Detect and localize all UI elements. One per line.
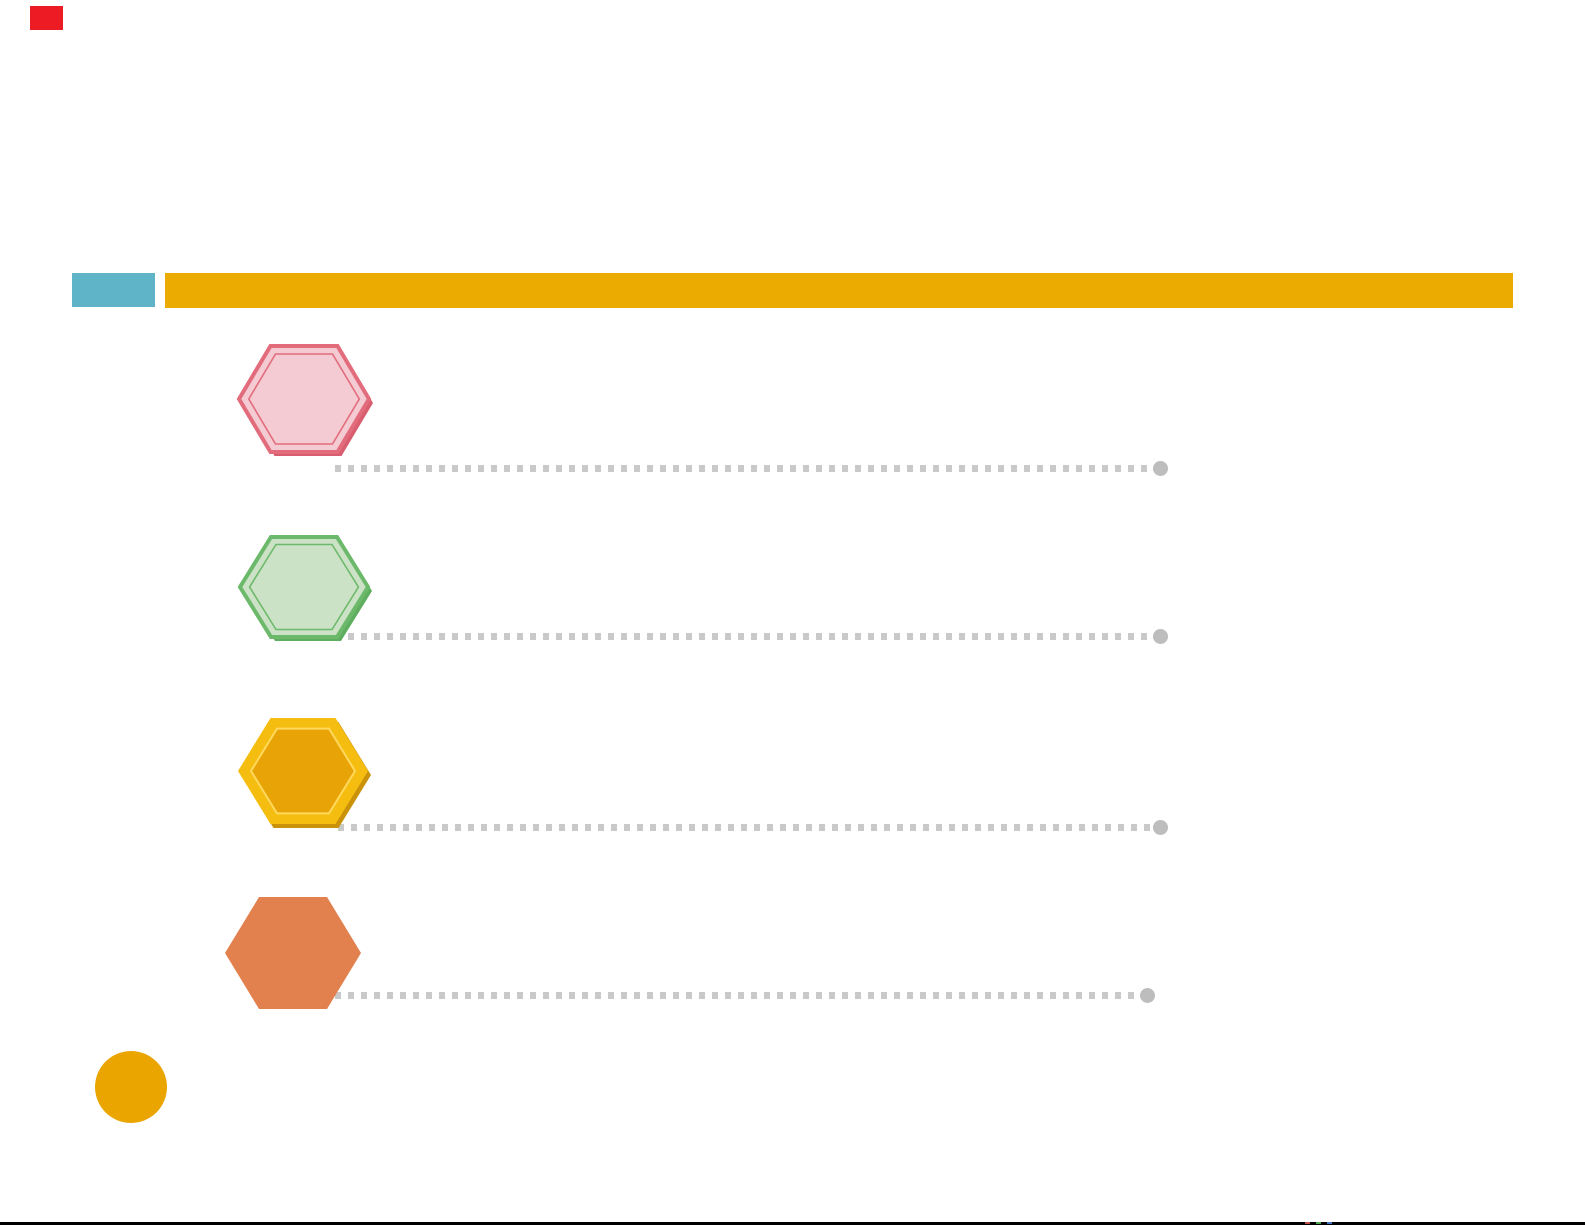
corner-mark <box>30 6 63 30</box>
title-accent-square <box>72 273 155 307</box>
hexagon-marker-1 <box>236 344 373 456</box>
hexagon-body <box>237 535 371 639</box>
connector-line-3 <box>338 819 1168 835</box>
connector-endpoint-dot <box>1153 819 1168 835</box>
hexagon-marker-3 <box>238 718 371 828</box>
hexagon-marker-2 <box>237 535 372 641</box>
hexagon-body <box>225 897 361 1009</box>
footer-accent-dot <box>95 1051 167 1123</box>
connector-endpoint-dot <box>1153 628 1168 644</box>
connector-endpoint-dot <box>1153 460 1168 476</box>
bottom-border-line <box>0 1222 1585 1225</box>
connector-line-4 <box>322 987 1155 1003</box>
connector-dots <box>335 632 1150 640</box>
bottom-border-artifact <box>1316 1222 1321 1224</box>
hexagon-marker-4 <box>225 897 361 1009</box>
connector-dots <box>338 823 1150 831</box>
bottom-border-artifact <box>1327 1222 1332 1224</box>
connector-line-2 <box>335 628 1168 644</box>
connector-line-1 <box>335 460 1168 476</box>
bottom-border-artifact <box>1305 1222 1310 1224</box>
hexagon-inner-line <box>247 353 361 445</box>
connector-dots <box>322 991 1137 999</box>
hexagon-inner-line <box>248 543 360 631</box>
title-bar <box>165 273 1513 308</box>
hexagon-face <box>249 727 357 815</box>
connector-endpoint-dot <box>1140 987 1155 1003</box>
hexagon-body <box>236 344 372 454</box>
connector-dots <box>335 464 1150 472</box>
